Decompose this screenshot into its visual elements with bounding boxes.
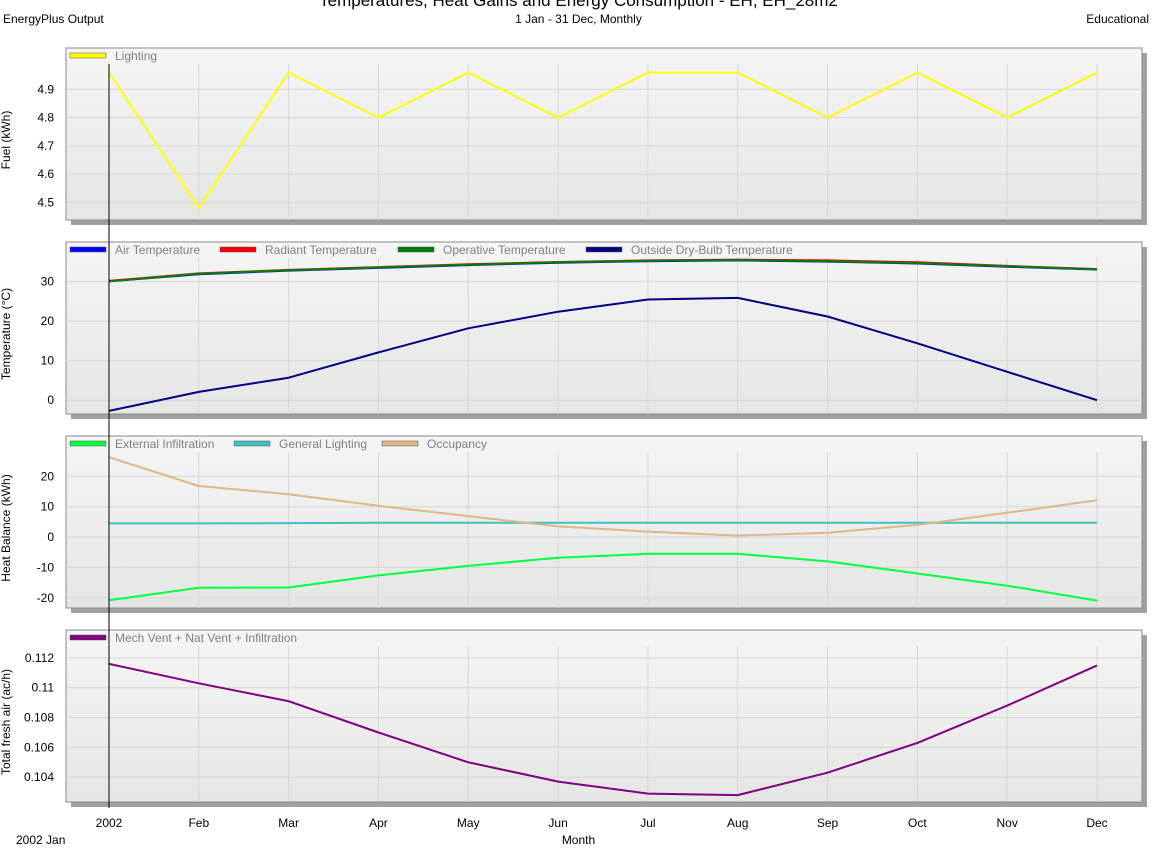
panel-frame — [65, 629, 1143, 803]
x-tick-label: May — [457, 816, 480, 830]
x-tick-label: Sep — [817, 816, 839, 830]
x-tick-label: Mar — [278, 816, 299, 830]
series-line — [108, 71, 1098, 209]
legend-swatch — [585, 246, 623, 253]
y-tick-label: 0.106 — [24, 740, 54, 754]
chart-panel: 0 10 20 30 Temperature (°C) Air Temperature Ra… — [0, 241, 1147, 419]
y-axis-label: Temperature (°C) — [0, 288, 13, 380]
x-tick-label: Feb — [188, 816, 209, 830]
legend-swatch — [69, 440, 107, 447]
y-axis-label: Fuel (kWh) — [0, 111, 13, 170]
panel-frame — [65, 47, 1143, 221]
legend-label: Lighting — [115, 49, 157, 63]
legend-swatch — [69, 634, 107, 641]
y-tick-label: -10 — [37, 560, 55, 574]
app-label: EnergyPlus Output — [3, 12, 104, 26]
legend-label: Outside Dry-Bulb Temperature — [631, 243, 793, 257]
x-tick-label: Jun — [548, 816, 567, 830]
legend-label: Mech Vent + Nat Vent + Infiltration — [115, 631, 297, 645]
y-tick-label: 0 — [47, 393, 54, 407]
chart-panel: 4.5 4.6 4.7 4.8 4.9 Fuel (kWh) Lighting — [0, 47, 1147, 225]
legend-swatch — [69, 52, 107, 59]
x-tick-label: Nov — [997, 816, 1018, 830]
y-tick-label: 0.11 — [32, 681, 55, 695]
chart-panel: 0.104 0.106 0.108 0.11 0.112 Total fresh air … — [0, 629, 1147, 807]
edition-label: Educational — [1086, 12, 1149, 26]
legend-label: General Lighting — [279, 437, 367, 451]
y-axis-label: Heat Balance (kWh) — [0, 474, 13, 581]
x-start-label: 2002 Jan — [16, 833, 66, 847]
y-tick-label: 20 — [41, 469, 55, 483]
x-tick-label: Jul — [640, 816, 655, 830]
y-axis-label: Total fresh air (ac/h) — [0, 669, 13, 775]
date-range: 1 Jan - 31 Dec, Monthly — [515, 12, 642, 26]
legend-label: Operative Temperature — [443, 243, 566, 257]
legend-label: Occupancy — [427, 437, 487, 451]
y-tick-label: -20 — [37, 591, 55, 605]
legend-swatch — [219, 246, 257, 253]
x-tick-label: 2002 — [96, 816, 123, 830]
y-tick-label: 4.6 — [37, 167, 54, 181]
y-tick-label: 0.112 — [25, 651, 54, 665]
chart-title: Temperatures, Heat Gains and Energy Cons… — [319, 0, 838, 10]
x-tick-label: Aug — [727, 816, 748, 830]
series-line — [108, 662, 1098, 797]
y-tick-label: 0 — [47, 530, 54, 544]
x-tick-label: Oct — [908, 816, 927, 830]
series-line — [108, 456, 1098, 537]
chart-panel: -20 -10 0 10 20 Heat Balance (kWh) External In… — [0, 435, 1147, 613]
legend-label: External Infiltration — [115, 437, 214, 451]
legend-label: Air Temperature — [115, 243, 200, 257]
y-tick-label: 0.104 — [24, 770, 54, 784]
legend-swatch — [397, 246, 435, 253]
y-tick-label: 20 — [41, 314, 55, 328]
y-tick-label: 4.7 — [37, 139, 54, 153]
series-line — [108, 259, 1098, 283]
series-line — [108, 296, 1098, 412]
y-tick-label: 10 — [41, 500, 55, 514]
y-tick-label: 0.108 — [24, 711, 54, 725]
series-line — [108, 552, 1098, 602]
y-tick-label: 30 — [41, 275, 55, 289]
legend-swatch — [69, 246, 107, 253]
x-axis-label: Month — [561, 833, 596, 847]
series-line — [109, 521, 1097, 525]
y-tick-label: 4.5 — [37, 195, 54, 209]
y-tick-label: 4.8 — [37, 111, 54, 125]
x-tick-label: Dec — [1086, 816, 1107, 830]
legend-swatch — [233, 440, 271, 447]
y-tick-label: 10 — [41, 354, 55, 368]
x-tick-label: Apr — [369, 816, 388, 830]
y-tick-label: 4.9 — [37, 82, 54, 96]
legend-swatch — [381, 440, 419, 447]
legend-label: Radiant Temperature — [265, 243, 377, 257]
